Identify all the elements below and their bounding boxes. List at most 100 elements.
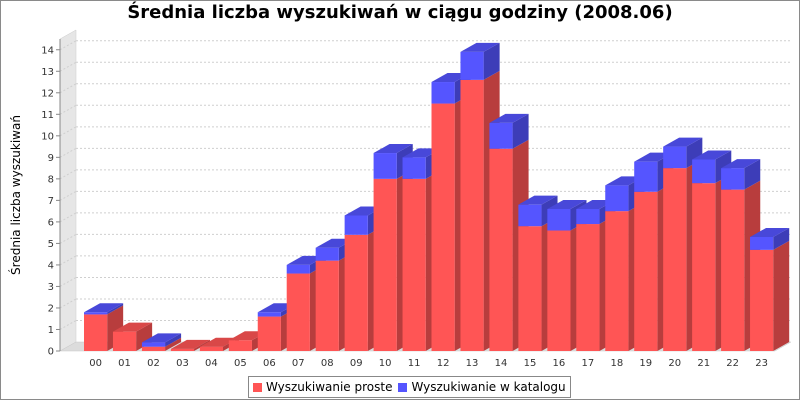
x-tick-label: 09 <box>350 358 363 369</box>
bar-side-02-s0 <box>165 337 182 351</box>
gridline-side <box>59 126 77 137</box>
bar-top-14 <box>489 113 529 123</box>
legend-label: Wyszukiwanie w katalogu <box>411 380 566 394</box>
bar-07-s0 <box>286 273 310 351</box>
bar-top-10 <box>373 144 413 154</box>
bar-19-s1 <box>634 161 658 192</box>
bar-top-01 <box>112 322 153 332</box>
bar-top-00 <box>84 303 124 313</box>
x-tick-label: 21 <box>697 358 710 369</box>
y-tick-label: 7 <box>48 196 54 207</box>
x-tick-label: 17 <box>582 358 595 369</box>
bar-09-s1 <box>344 215 368 235</box>
bar-12-s1 <box>431 82 455 104</box>
bar-22-s1 <box>721 168 745 190</box>
y-tick-label: 14 <box>41 45 54 56</box>
bar-08-s0 <box>315 260 339 351</box>
x-tick-label: 11 <box>408 358 421 369</box>
bar-00-s1 <box>84 312 108 315</box>
bar-06-s0 <box>257 316 281 351</box>
gridline-side <box>59 169 77 180</box>
y-tick-label: 0 <box>48 347 54 358</box>
bar-side-14-s1 <box>512 113 529 149</box>
x-tick-label: 02 <box>147 358 160 369</box>
bar-14-s0 <box>489 148 513 351</box>
bar-side-13-s1 <box>483 42 500 80</box>
bar-17-s0 <box>576 224 600 351</box>
bar-top-21 <box>692 150 732 160</box>
x-tick-label: 01 <box>118 358 131 369</box>
bar-top-15 <box>518 195 558 205</box>
x-tick-label: 15 <box>524 358 537 369</box>
y-tick-label: 9 <box>48 153 54 164</box>
bar-09-s0 <box>344 234 368 351</box>
gridline-side <box>59 61 77 72</box>
bar-01-s0 <box>112 331 137 351</box>
y-tick-label: 11 <box>41 110 54 121</box>
gridline-side <box>59 255 77 266</box>
gridline-side <box>59 104 77 115</box>
bar-side-03-s0 <box>194 339 211 351</box>
bar-top-04 <box>199 337 239 347</box>
x-tick-label: 20 <box>668 358 681 369</box>
gridline-side <box>59 212 77 223</box>
bar-20-s0 <box>663 168 687 351</box>
bar-11-s1 <box>402 157 426 179</box>
y-tick-label: 10 <box>41 131 54 142</box>
y-tick-label: 4 <box>48 260 54 271</box>
bar-top-02 <box>141 333 182 343</box>
x-tick-label: 06 <box>263 358 276 369</box>
bar-top-22 <box>721 159 761 169</box>
bar-07-s1 <box>286 264 310 274</box>
bar-side-00-s1 <box>107 303 124 315</box>
gridline-side <box>59 233 77 244</box>
x-tick-label: 07 <box>292 358 305 369</box>
legend-label: Wyszukiwanie proste <box>266 380 393 394</box>
bar-side-22-s1 <box>744 159 761 190</box>
bar-19-s0 <box>634 191 658 351</box>
y-axis-label: Średnia liczba wyszukiwań <box>8 115 23 275</box>
x-tick-label: 23 <box>755 358 768 369</box>
bar-18-s1 <box>605 185 629 212</box>
gridline-side <box>59 320 77 330</box>
chart-legend: Wyszukiwanie proste Wyszukiwanie w katalo… <box>248 376 571 398</box>
bar-top-20 <box>663 137 703 147</box>
x-tick-label: 13 <box>466 358 479 369</box>
bar-23-s1 <box>750 236 774 250</box>
x-tick-label: 19 <box>639 358 652 369</box>
x-tick-label: 14 <box>495 358 508 369</box>
x-tick-label: 05 <box>234 358 247 369</box>
bar-side-23-s1 <box>773 227 790 250</box>
y-tick-label: 2 <box>48 303 54 314</box>
bar-12-s0 <box>431 103 455 351</box>
bar-top-23 <box>750 227 790 237</box>
bar-top-13 <box>460 42 500 52</box>
plot-side-wall <box>59 29 77 352</box>
x-tick-label: 22 <box>726 358 739 369</box>
x-tick-label: 18 <box>610 358 623 369</box>
bar-side-02-s1 <box>165 333 182 347</box>
bar-02-s0 <box>141 346 166 351</box>
x-tick-label: 10 <box>379 358 392 369</box>
bar-04-s0 <box>199 346 223 351</box>
chart-title: Średnia liczba wyszukiwań w ciągu godzin… <box>127 2 673 23</box>
y-tick-label: 12 <box>41 88 54 99</box>
legend-swatch <box>398 382 408 392</box>
bar-top-16 <box>547 199 587 209</box>
x-tick-label: 00 <box>89 358 102 369</box>
bar-14-s1 <box>489 122 513 149</box>
bar-21-s0 <box>692 183 716 351</box>
bar-17-s1 <box>576 208 600 225</box>
bar-top-03 <box>170 339 211 349</box>
bar-13-s0 <box>460 79 484 352</box>
bar-15-s1 <box>518 204 542 227</box>
gridline-side <box>59 147 77 158</box>
legend-item: Wyszukiwanie proste <box>253 380 392 394</box>
y-tick-label: 3 <box>48 282 54 293</box>
bar-06-s1 <box>257 312 281 317</box>
x-tick-label: 04 <box>205 358 218 369</box>
bar-08-s1 <box>315 247 339 261</box>
bar-20-s1 <box>663 146 687 169</box>
bar-21-s1 <box>692 159 716 184</box>
